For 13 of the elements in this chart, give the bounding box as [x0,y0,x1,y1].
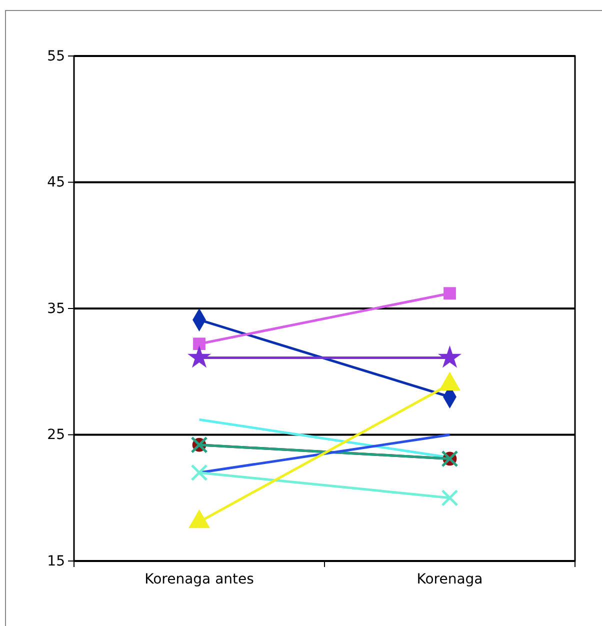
point [188,346,210,367]
x-tick-label: Korenaga antes [144,572,254,588]
y-tick-label: 25 [47,427,65,444]
y-tick-label: 55 [47,48,65,64]
point [439,346,460,367]
y-tick-label: 15 [47,553,65,570]
y-tick-label: 35 [47,300,65,317]
y-tick-label: 45 [47,174,65,191]
x-tick-label: Korenaga [416,572,483,588]
point [190,464,208,482]
point [444,287,456,300]
point [193,338,206,350]
point [441,489,458,506]
